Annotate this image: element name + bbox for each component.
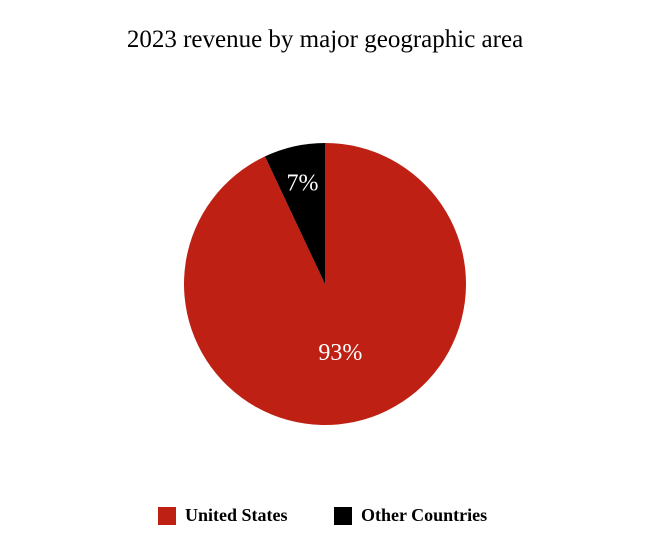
chart-title: 2023 revenue by major geographic area [126,26,524,53]
legend-swatch-other-countries [334,506,352,525]
pie-chart: 93% 7% [183,143,466,425]
legend-swatch-united-states [158,506,176,525]
chart-legend: United States Other Countries [0,505,650,527]
legend-item-united-states: United States [158,505,288,526]
data-label-united-states: 93% [318,340,362,366]
legend-label-other-countries: Other Countries [361,505,488,525]
legend-label-united-states: United States [185,505,288,525]
data-label-other-countries: 7% [287,171,319,197]
pie-slice-other-countries [264,143,325,284]
legend-item-other-countries: Other Countries [334,505,487,526]
